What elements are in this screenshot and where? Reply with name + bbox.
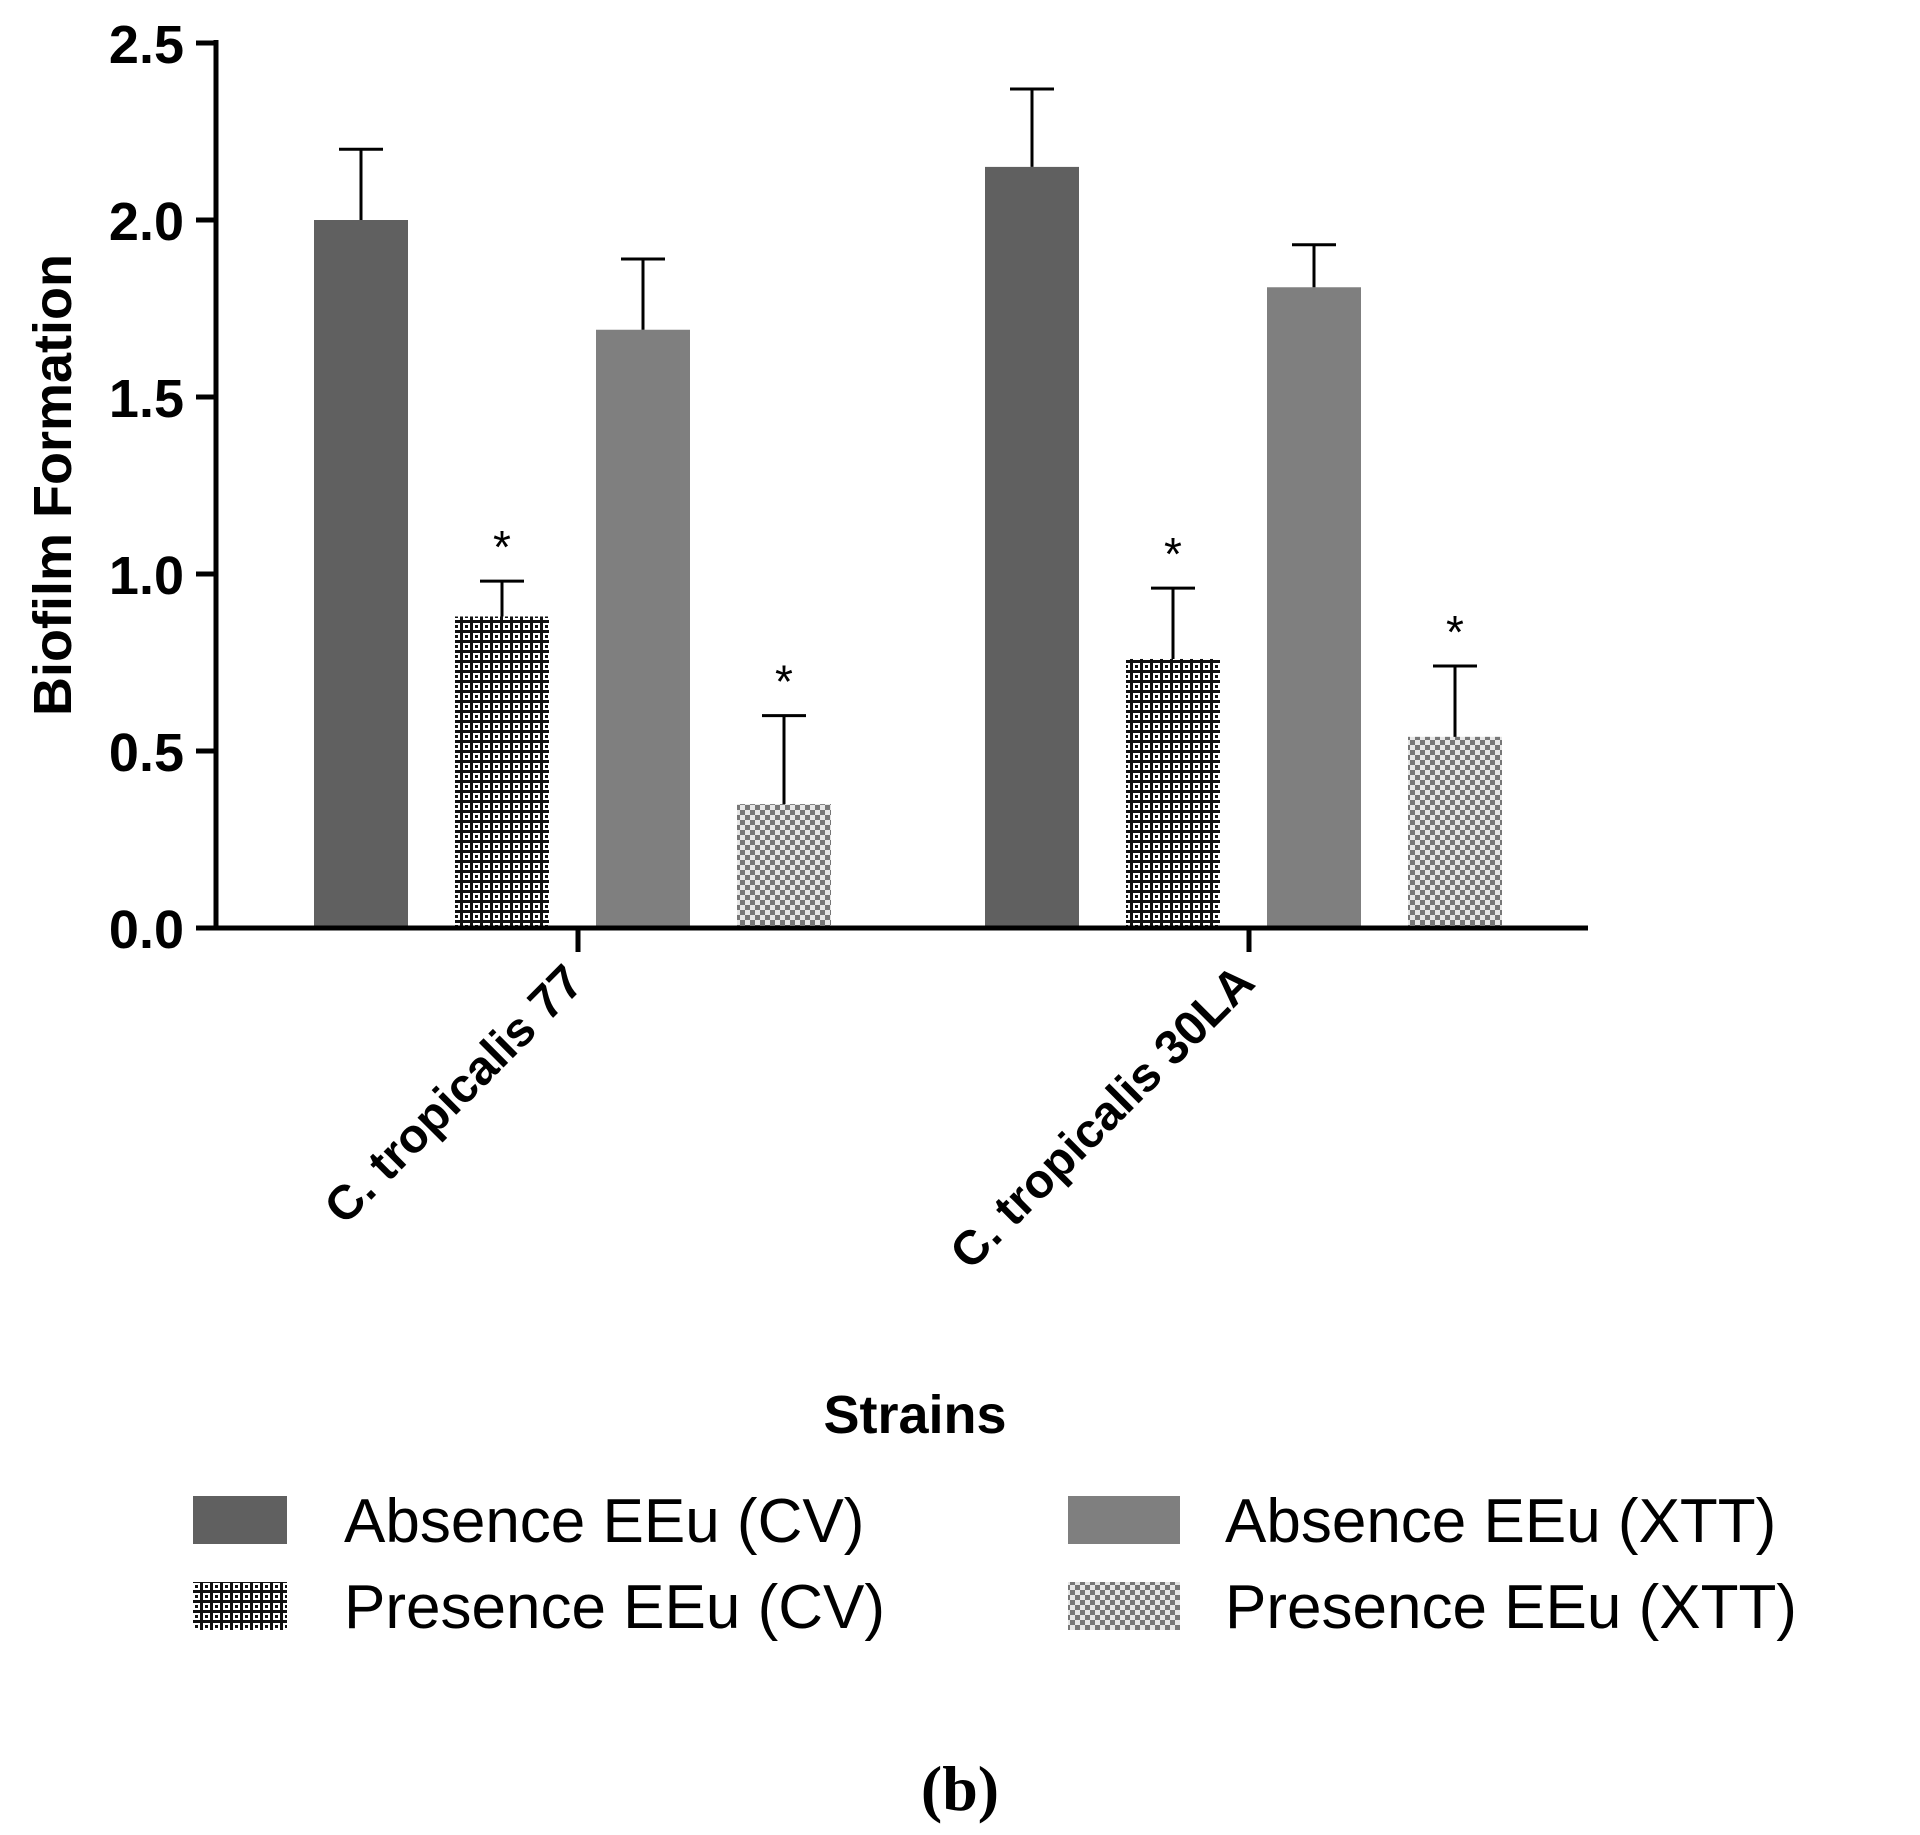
bar-2-group-2: [1126, 658, 1220, 928]
y-ticks: 0.0 0.5 1.0 1.5 2.0 2.5: [109, 15, 216, 960]
legend-item: Absence EEu (CV): [193, 1487, 864, 1556]
y-axis-label: Biofilm Formation: [23, 254, 83, 716]
bar-4-group-2: [1408, 736, 1502, 928]
error-bar: [480, 579, 524, 617]
legend-label: Presence EEu (CV): [344, 1573, 885, 1642]
bar-1-group-2: [985, 166, 1079, 928]
significance-layer: * * * *: [493, 521, 1464, 708]
bar-3-group-2: [1267, 287, 1361, 928]
error-bars-layer: [339, 87, 1477, 805]
legend-label: Absence EEu (CV): [344, 1487, 864, 1556]
legend: Absence EEu (CV) Presence EEu (CV) Absence…: [193, 1487, 1797, 1642]
error-bar: [762, 714, 806, 805]
legend-item: Presence EEu (XTT): [1068, 1573, 1797, 1642]
significance-marker: *: [1164, 528, 1182, 580]
legend-swatch: [193, 1496, 287, 1544]
bar-1-group-1: [314, 220, 408, 928]
x-ticks: C. tropicalis 77 C. tropicalis 30LA: [315, 928, 1265, 1279]
bars-layer: [314, 166, 1502, 928]
y-tick-label: 1.0: [109, 546, 184, 606]
legend-label: Presence EEu (XTT): [1225, 1573, 1797, 1642]
significance-marker: *: [493, 521, 511, 573]
error-bar: [1151, 586, 1195, 659]
bar-4-group-1: [737, 804, 831, 928]
error-bar: [1433, 664, 1477, 737]
x-tick-label: C. tropicalis 30LA: [941, 955, 1265, 1279]
y-tick-label: 0.0: [109, 900, 184, 960]
legend-swatch: [1068, 1582, 1180, 1630]
y-tick-label: 0.5: [109, 723, 184, 783]
y-tick-label: 2.0: [109, 192, 184, 252]
y-tick-label: 1.5: [109, 369, 184, 429]
legend-item: Presence EEu (CV): [193, 1573, 885, 1642]
legend-label: Absence EEu (XTT): [1225, 1487, 1776, 1556]
significance-marker: *: [1446, 606, 1464, 658]
error-bar: [339, 147, 383, 220]
significance-marker: *: [775, 656, 793, 708]
error-bar: [1292, 243, 1336, 288]
x-axis-label: Strains: [823, 1385, 1006, 1445]
bar-2-group-1: [455, 616, 549, 928]
x-tick-label: C. tropicalis 77: [315, 955, 594, 1234]
panel-label: (b): [921, 1753, 999, 1824]
axes: [213, 40, 1588, 931]
error-bar: [621, 257, 665, 330]
error-bar: [1010, 87, 1054, 167]
legend-swatch: [1068, 1496, 1180, 1544]
y-tick-label: 2.5: [109, 15, 184, 75]
legend-swatch: [193, 1582, 287, 1630]
bar-3-group-1: [596, 329, 690, 928]
legend-item: Absence EEu (XTT): [1068, 1487, 1776, 1556]
